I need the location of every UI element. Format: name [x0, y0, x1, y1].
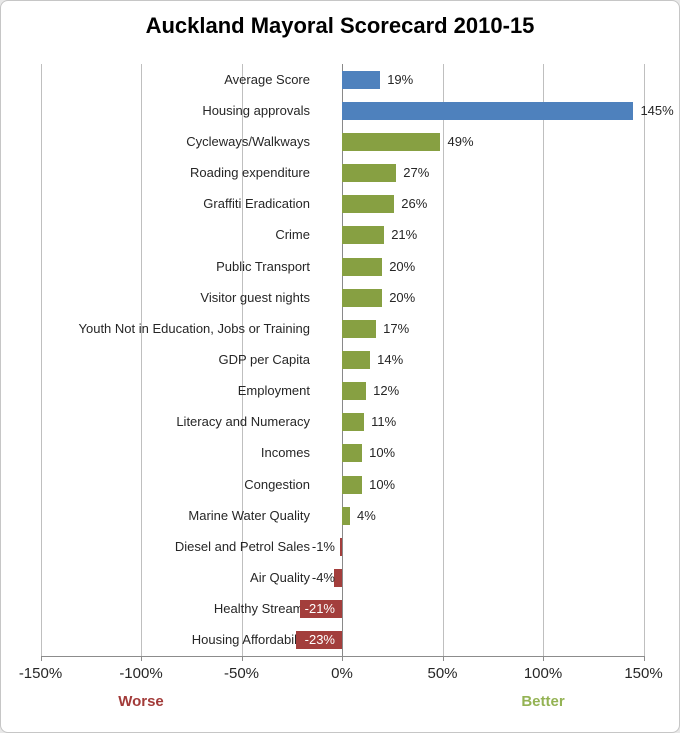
value-label: 10%	[369, 445, 396, 461]
bar	[342, 475, 363, 494]
axis-tick-mark	[543, 656, 544, 661]
bar	[342, 195, 395, 214]
axis-tick-mark	[141, 656, 142, 661]
axis-tick-mark	[442, 656, 444, 661]
x-tick-label: 100%	[523, 665, 563, 682]
value-label: -21%	[304, 601, 335, 617]
category-label: Healthy Streams	[213, 601, 310, 617]
axis-tick-mark	[241, 656, 243, 661]
x-tick-label: -50%	[223, 665, 260, 682]
bar	[342, 444, 363, 463]
value-label: 20%	[389, 289, 416, 305]
category-label: Air Quality	[250, 570, 310, 586]
axis-tick-mark	[40, 656, 42, 661]
bar	[342, 413, 365, 432]
value-label: 12%	[373, 383, 400, 399]
bar	[342, 257, 383, 276]
value-label: 14%	[377, 352, 404, 367]
bar	[299, 600, 342, 619]
bar	[342, 288, 383, 307]
x-tick-label: -150%	[18, 665, 63, 682]
value-label: 19%	[387, 71, 414, 87]
bar	[342, 164, 397, 183]
value-label: 21%	[391, 227, 418, 243]
value-label: 17%	[383, 320, 410, 336]
gridline	[241, 64, 243, 656]
axis-tick-mark	[342, 656, 343, 661]
category-label: GDP per Capita	[218, 352, 310, 367]
category-label: Congestion	[244, 476, 310, 492]
category-label: Marine Water Quality	[188, 507, 310, 523]
category-label: Visitor guest nights	[200, 289, 310, 305]
bar	[295, 631, 342, 650]
category-label: Housing Affordability	[191, 632, 310, 648]
category-label: Youth Not in Education, Jobs or Training	[78, 320, 311, 336]
category-label: Crime	[275, 227, 310, 243]
bar	[342, 226, 385, 245]
value-label: -4%	[311, 570, 335, 586]
gridline	[442, 64, 444, 656]
gridline	[543, 64, 544, 656]
category-label: Roading expenditure	[190, 165, 310, 181]
bar	[342, 132, 441, 151]
x-axis-line	[40, 656, 645, 657]
value-label: -1%	[311, 538, 335, 554]
category-label: Average Score	[224, 71, 310, 87]
value-label: 20%	[389, 258, 416, 274]
category-label: Employment	[237, 383, 310, 399]
value-label: 145%	[640, 102, 674, 118]
bar	[342, 506, 351, 525]
gridline	[643, 64, 645, 656]
bar	[342, 70, 381, 89]
bar	[333, 569, 342, 588]
bar	[342, 101, 634, 120]
x-tick-label: 50%	[427, 665, 458, 682]
bar	[342, 351, 371, 369]
value-label: 4%	[357, 507, 376, 523]
value-label: -23%	[304, 632, 335, 648]
bar	[342, 319, 377, 338]
category-label: Diesel and Petrol Sales	[174, 538, 310, 554]
x-tick-label: -100%	[119, 665, 163, 682]
category-label: Graffiti Eradication	[203, 196, 310, 212]
category-label: Incomes	[260, 445, 310, 461]
axis-tick-mark	[643, 656, 645, 661]
category-label: Literacy and Numeracy	[176, 414, 310, 430]
value-label: 10%	[369, 476, 396, 492]
annotation-worse: Worse	[118, 693, 164, 710]
value-label: 11%	[371, 414, 397, 430]
category-label: Public Transport	[216, 258, 310, 274]
value-label: 27%	[403, 165, 430, 181]
bar	[339, 537, 342, 556]
gridline	[40, 64, 42, 656]
value-label: 26%	[401, 196, 428, 212]
category-label: Housing approvals	[202, 102, 310, 118]
category-label: Cycleways/Walkways	[186, 133, 310, 149]
value-label: 49%	[447, 133, 474, 149]
gridline	[141, 64, 142, 656]
bar	[342, 382, 367, 401]
chart-title: Auckland Mayoral Scorecard 2010-15	[145, 13, 535, 38]
x-tick-label: 0%	[331, 665, 353, 682]
x-tick-label: 150%	[624, 665, 663, 682]
annotation-better: Better	[521, 693, 565, 710]
